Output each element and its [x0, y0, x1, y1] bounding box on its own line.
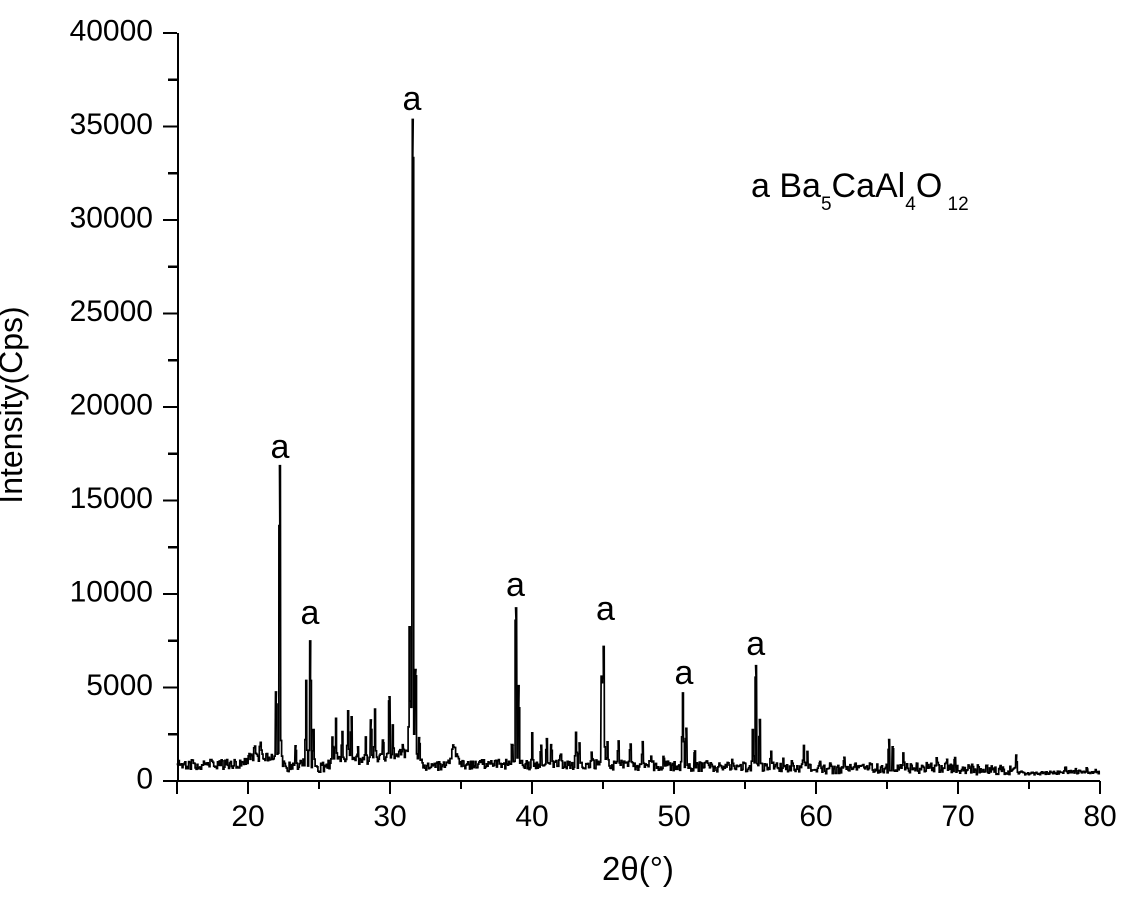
- svg-text:2θ(°): 2θ(°): [602, 850, 674, 887]
- svg-text:60: 60: [799, 800, 832, 833]
- svg-text:Intensity(Cps): Intensity(Cps): [0, 306, 29, 503]
- svg-text:30: 30: [373, 800, 406, 833]
- svg-text:a: a: [675, 654, 694, 692]
- svg-text:a: a: [301, 594, 320, 632]
- svg-text:a: a: [746, 625, 765, 663]
- svg-text:a: a: [596, 590, 615, 628]
- svg-text:40: 40: [515, 800, 548, 833]
- svg-text:a: a: [271, 428, 290, 466]
- svg-text:50: 50: [657, 800, 690, 833]
- svg-text:a: a: [506, 566, 525, 604]
- svg-text:20000: 20000: [70, 388, 153, 421]
- svg-text:15000: 15000: [70, 482, 153, 515]
- svg-text:a: a: [403, 80, 422, 118]
- svg-text:35000: 35000: [70, 108, 153, 141]
- svg-text:5000: 5000: [86, 669, 153, 702]
- svg-text:40000: 40000: [70, 14, 153, 47]
- svg-text:25000: 25000: [70, 295, 153, 328]
- svg-text:30000: 30000: [70, 201, 153, 234]
- svg-text:70: 70: [941, 800, 974, 833]
- svg-text:20: 20: [231, 800, 264, 833]
- svg-text:10000: 10000: [70, 575, 153, 608]
- svg-text:0: 0: [136, 762, 153, 795]
- svg-text:80: 80: [1083, 800, 1116, 833]
